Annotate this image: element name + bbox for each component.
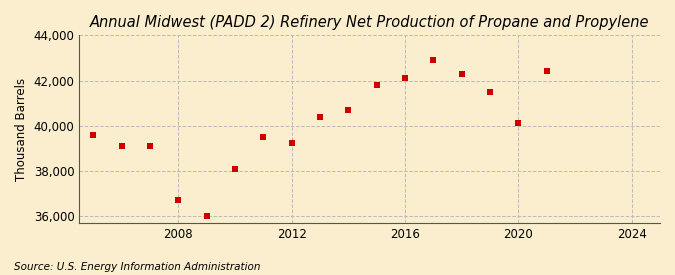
Point [173,198,184,202]
Point [541,69,552,74]
Point [315,114,325,119]
Point [513,121,524,126]
Point [286,141,297,145]
Y-axis label: Thousand Barrels: Thousand Barrels [15,78,28,181]
Point [230,166,240,171]
Point [400,76,410,81]
Point [144,144,155,148]
Point [201,214,212,218]
Title: Annual Midwest (PADD 2) Refinery Net Production of Propane and Propylene: Annual Midwest (PADD 2) Refinery Net Pro… [90,15,649,30]
Point [428,58,439,62]
Point [343,108,354,112]
Point [258,135,269,139]
Point [88,133,99,137]
Point [456,72,467,76]
Point [485,90,495,94]
Point [371,83,382,87]
Text: Source: U.S. Energy Information Administration: Source: U.S. Energy Information Administ… [14,262,260,272]
Point [116,144,127,148]
